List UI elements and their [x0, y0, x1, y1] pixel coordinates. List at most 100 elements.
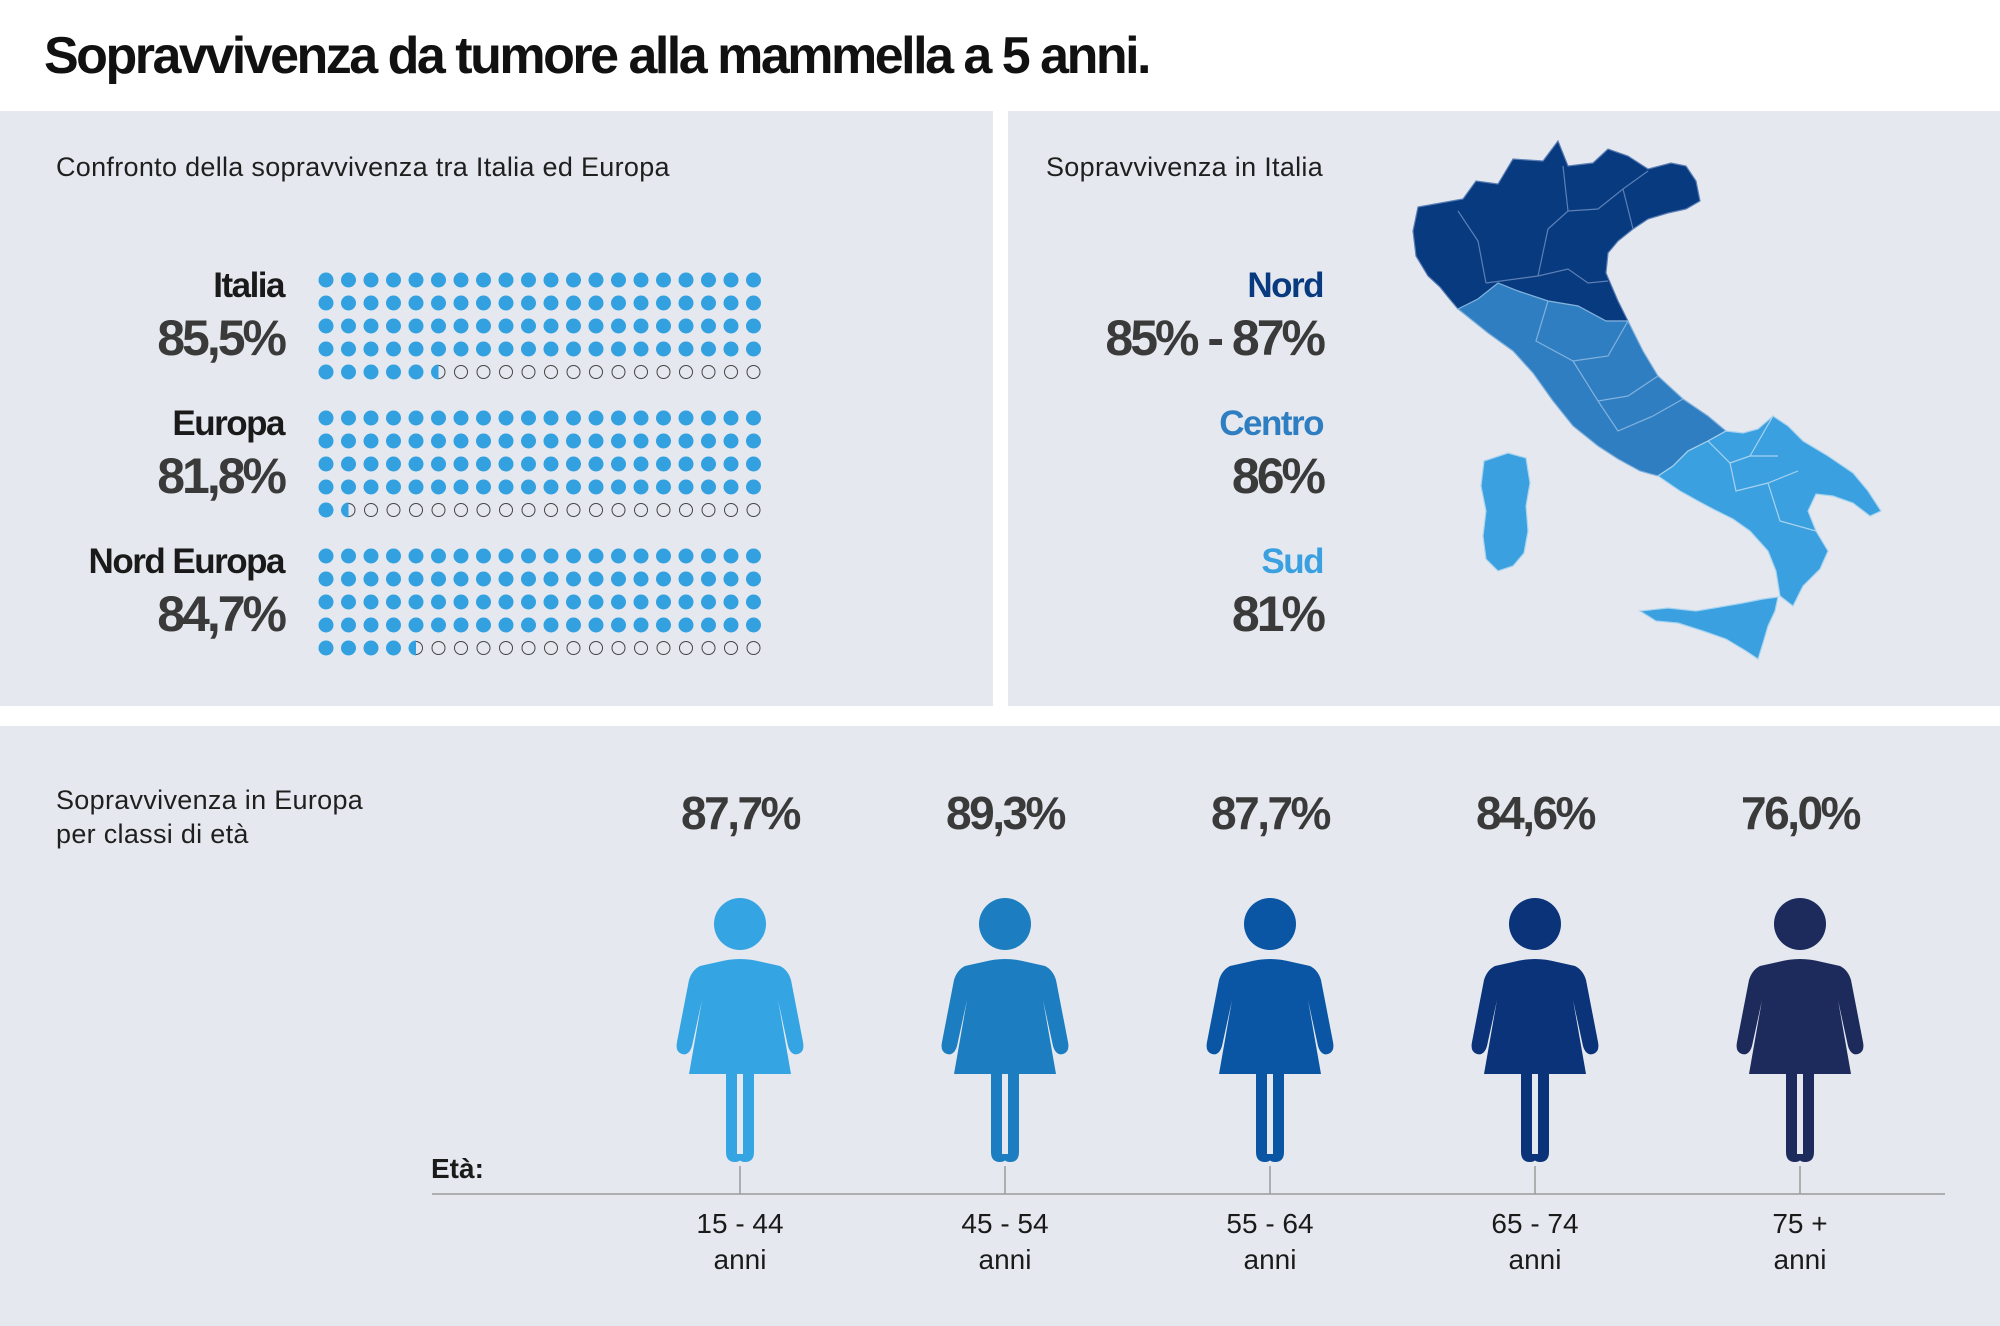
dot — [589, 503, 603, 517]
dot — [341, 617, 356, 633]
dot — [701, 295, 716, 311]
dot — [476, 318, 491, 334]
dot — [656, 479, 671, 495]
dot — [701, 503, 716, 517]
dot — [386, 318, 401, 334]
dot — [363, 548, 379, 564]
dot — [363, 617, 379, 633]
dot — [408, 571, 424, 587]
dot — [746, 503, 761, 517]
dot — [746, 272, 761, 288]
dot — [543, 318, 559, 334]
dot — [408, 456, 424, 472]
row-value-nord-europa: 84,7% — [157, 586, 287, 642]
dot — [498, 295, 514, 311]
woman-icon-5 — [1736, 898, 1864, 1162]
dot — [386, 433, 401, 449]
row-label-italia: Italia — [213, 266, 285, 305]
dot — [341, 571, 356, 587]
dot — [341, 318, 356, 334]
dot — [566, 341, 581, 357]
compare-subtitle: Confronto della sopravvivenza tra Italia… — [56, 152, 670, 182]
dot — [476, 410, 491, 426]
dot — [498, 456, 514, 472]
dot — [544, 503, 558, 517]
dot — [454, 365, 468, 379]
dot — [679, 365, 693, 379]
dot — [363, 456, 379, 472]
age-subtitle-line2: per classi di età — [56, 819, 249, 849]
dot — [408, 410, 424, 426]
dot — [521, 318, 536, 334]
woman-icon-2 — [941, 898, 1069, 1162]
dot — [566, 456, 581, 472]
dot — [431, 641, 446, 655]
row-value-europa: 81,8% — [157, 448, 287, 504]
dot — [386, 503, 401, 517]
dot — [566, 433, 581, 449]
dot — [386, 617, 401, 633]
dot — [701, 433, 716, 449]
dot — [363, 364, 379, 380]
italy-subtitle: Sopravvivenza in Italia — [1046, 152, 1324, 182]
dot — [386, 272, 401, 288]
dot — [566, 503, 581, 517]
dot — [431, 594, 446, 610]
age-value-2: 89,3% — [946, 787, 1066, 839]
dot — [521, 479, 536, 495]
dot — [318, 341, 334, 357]
dot — [678, 617, 694, 633]
dot — [746, 479, 761, 495]
dot — [521, 272, 536, 288]
woman-icon-3 — [1206, 898, 1334, 1162]
dot — [611, 318, 626, 334]
dot — [633, 318, 649, 334]
dot — [566, 272, 581, 288]
dot — [318, 272, 334, 288]
dot — [363, 272, 379, 288]
dot — [723, 318, 739, 334]
age-range-3: 55 - 64 anni — [1226, 1208, 1314, 1275]
dot — [723, 410, 739, 426]
dot — [588, 433, 604, 449]
dot — [386, 479, 401, 495]
dot — [701, 571, 716, 587]
dot — [723, 272, 739, 288]
dot — [521, 341, 536, 357]
dot — [678, 456, 694, 472]
dot — [408, 341, 424, 357]
dot — [386, 594, 401, 610]
dot — [656, 571, 671, 587]
dot — [341, 548, 356, 564]
dot — [746, 433, 761, 449]
dot — [589, 641, 603, 655]
dot — [634, 641, 648, 655]
age-axis-label: Età: — [431, 1153, 484, 1184]
row-label-nord-europa: Nord Europa — [88, 542, 286, 581]
dot — [431, 272, 446, 288]
dot — [386, 341, 401, 357]
dot — [543, 479, 559, 495]
dot — [498, 594, 514, 610]
dot — [386, 640, 401, 656]
dot — [656, 410, 671, 426]
dot — [543, 341, 559, 357]
dot — [746, 456, 761, 472]
dot — [363, 410, 379, 426]
dot — [318, 617, 334, 633]
dot — [453, 410, 469, 426]
dot — [453, 548, 469, 564]
dot — [318, 479, 334, 495]
dot — [611, 548, 626, 564]
age-value-3: 87,7% — [1211, 787, 1331, 839]
dot — [386, 548, 401, 564]
dot — [656, 272, 671, 288]
dot — [476, 503, 491, 517]
dot — [588, 318, 604, 334]
age-subtitle-line1: Sopravvivenza in Europa — [56, 785, 364, 815]
dot — [678, 318, 694, 334]
dot — [341, 594, 356, 610]
dot — [611, 617, 626, 633]
dot — [543, 410, 559, 426]
dot — [431, 364, 446, 380]
